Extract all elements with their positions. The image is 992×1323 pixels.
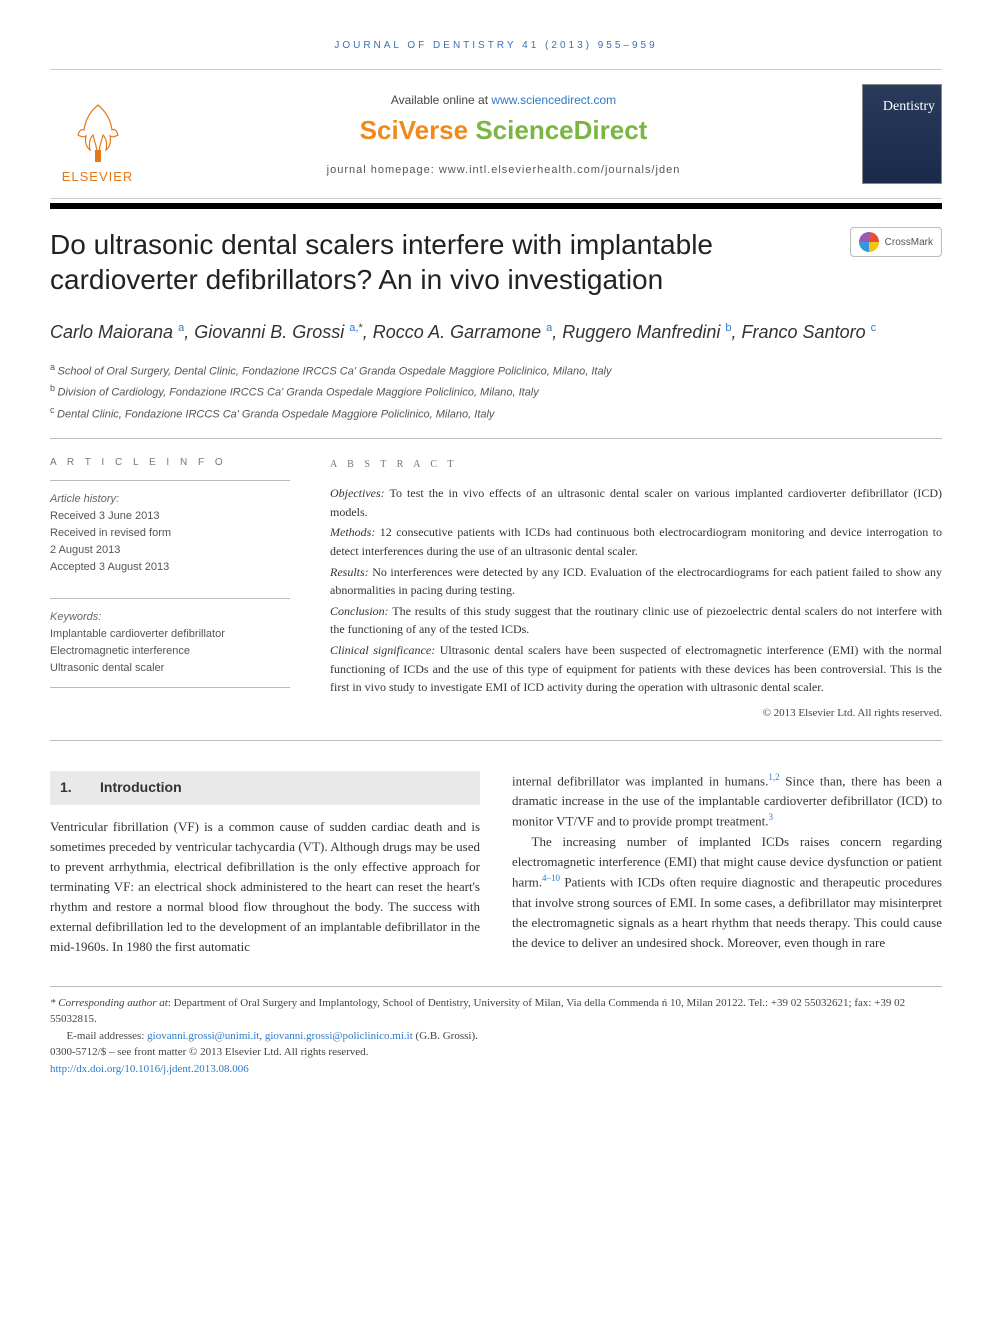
affiliation: c Dental Clinic, Fondazione IRCCS Ca' Gr… (50, 403, 942, 424)
abs-objectives: Objectives: To test the in vivo effects … (330, 484, 942, 521)
intro-para-2-b: Patients with ICDs often require diagnos… (512, 875, 942, 950)
author-aff-sup: c (871, 322, 877, 334)
affiliation-sup: c (50, 405, 57, 415)
section-1-heading: 1.Introduction (50, 771, 480, 805)
title-row: Do ultrasonic dental scalers interfere w… (50, 227, 942, 297)
email-tail: (G.B. Grossi). (413, 1030, 478, 1042)
author-aff-sup: a (546, 322, 552, 334)
sciverse-word-a: SciVerse (360, 115, 476, 145)
affiliations: a School of Oral Surgery, Dental Clinic,… (50, 360, 942, 439)
intro-para-1-cont-a: internal defibrillator was implanted in … (512, 773, 768, 788)
article-info-heading: A R T I C L E I N F O (50, 457, 290, 468)
keywords-label: Keywords: (50, 609, 290, 626)
author: Carlo Maiorana a (50, 322, 184, 342)
ref-1-2[interactable]: 1,2 (768, 772, 779, 782)
masthead-center: Available online at www.sciencedirect.co… (145, 93, 862, 176)
abs-clinical-label: Clinical significance: (330, 643, 435, 657)
running-header: JOURNAL OF DENTISTRY 41 (2013) 955–959 (50, 40, 942, 51)
crossmark-badge[interactable]: CrossMark (850, 227, 942, 257)
author-aff-sup: b (725, 322, 731, 334)
abs-clinical: Clinical significance: Ultrasonic dental… (330, 641, 942, 697)
history-line: 2 August 2013 (50, 542, 290, 559)
author: Rocco A. Garramone a (373, 322, 553, 342)
intro-para-2: The increasing number of implanted ICDs … (512, 832, 942, 953)
abs-results-label: Results: (330, 565, 369, 579)
affiliation-sup: b (50, 383, 58, 393)
ref-3[interactable]: 3 (768, 812, 773, 822)
keyword: Electromagnetic interference (50, 643, 290, 660)
history-line: Received in revised form (50, 525, 290, 542)
corresponding-author: * Corresponding author at: Department of… (50, 995, 942, 1028)
title-rule (50, 203, 942, 209)
corresponding-star: * (358, 322, 362, 334)
affiliation: b Division of Cardiology, Fondazione IRC… (50, 381, 942, 402)
intro-para-1: Ventricular fibrillation (VF) is a commo… (50, 817, 480, 958)
sciverse-word-b: ScienceDirect (475, 115, 647, 145)
crossmark-label: CrossMark (885, 237, 933, 248)
body-columns: 1.Introduction Ventricular fibrillation … (50, 771, 942, 958)
keyword: Ultrasonic dental scaler (50, 660, 290, 677)
sciencedirect-link[interactable]: www.sciencedirect.com (491, 93, 616, 107)
abs-methods: Methods: 12 consecutive patients with IC… (330, 523, 942, 560)
author: Ruggero Manfredini b (562, 322, 731, 342)
masthead: ELSEVIER Available online at www.science… (50, 69, 942, 199)
abstract-copyright: © 2013 Elsevier Ltd. All rights reserved… (330, 705, 942, 722)
journal-homepage-line: journal homepage: www.intl.elsevierhealt… (145, 164, 862, 176)
issn-line: 0300-5712/$ – see front matter © 2013 El… (50, 1044, 942, 1061)
history-block: Article history: Received 3 June 2013Rec… (50, 480, 290, 576)
elsevier-tree-icon (68, 100, 128, 165)
author-list: Carlo Maiorana a, Giovanni B. Grossi a,*… (50, 319, 942, 346)
doi-link[interactable]: http://dx.doi.org/10.1016/j.jdent.2013.0… (50, 1063, 249, 1075)
article-title: Do ultrasonic dental scalers interfere w… (50, 227, 830, 297)
abstract-column: A B S T R A C T Objectives: To test the … (330, 457, 942, 722)
ref-4-10[interactable]: 4–10 (542, 873, 560, 883)
keywords-block: Keywords: Implantable cardioverter defib… (50, 598, 290, 688)
journal-cover-title: Dentistry (883, 99, 935, 115)
intro-para-1-cont: internal defibrillator was implanted in … (512, 771, 942, 832)
abs-methods-text: 12 consecutive patients with ICDs had co… (330, 525, 942, 558)
email-label: E-mail addresses: (67, 1030, 148, 1042)
affiliation: a School of Oral Surgery, Dental Clinic,… (50, 360, 942, 381)
doi-line: http://dx.doi.org/10.1016/j.jdent.2013.0… (50, 1061, 942, 1078)
author: Franco Santoro c (742, 322, 877, 342)
keyword: Implantable cardioverter defibrillator (50, 626, 290, 643)
abs-results: Results: No interferences were detected … (330, 563, 942, 600)
section-1-num: 1. (60, 777, 100, 799)
available-prefix: Available online at (391, 93, 492, 107)
abs-conclusion-label: Conclusion: (330, 604, 389, 618)
email-1[interactable]: giovanni.grossi@unimi.it (147, 1030, 259, 1042)
email-2[interactable]: giovanni.grossi@policlinico.mi.it (265, 1030, 413, 1042)
journal-cover-thumb: Dentistry (862, 84, 942, 184)
abs-objectives-label: Objectives: (330, 486, 385, 500)
email-line: E-mail addresses: giovanni.grossi@unimi.… (50, 1028, 942, 1045)
article-info-column: A R T I C L E I N F O Article history: R… (50, 457, 290, 722)
affiliation-sup: a (50, 362, 58, 372)
sciverse-logo: SciVerse ScienceDirect (145, 115, 862, 146)
footnotes: * Corresponding author at: Department of… (50, 986, 942, 1078)
history-line: Received 3 June 2013 (50, 508, 290, 525)
info-abstract-block: A R T I C L E I N F O Article history: R… (50, 457, 942, 741)
crossmark-icon (859, 232, 879, 252)
corr-text: : Department of Oral Surgery and Implant… (50, 997, 905, 1026)
history-line: Accepted 3 August 2013 (50, 559, 290, 576)
corr-label: * Corresponding author at (50, 997, 168, 1009)
available-online-line: Available online at www.sciencedirect.co… (145, 93, 862, 107)
abs-objectives-text: To test the in vivo effects of an ultras… (330, 486, 942, 519)
body-col-right: internal defibrillator was implanted in … (512, 771, 942, 958)
elsevier-wordmark: ELSEVIER (62, 169, 134, 184)
section-1-title: Introduction (100, 779, 182, 795)
abs-conclusion: Conclusion: The results of this study su… (330, 602, 942, 639)
abs-results-text: No interferences were detected by any IC… (330, 565, 942, 598)
body-col-left: 1.Introduction Ventricular fibrillation … (50, 771, 480, 958)
author-aff-sup: a (178, 322, 184, 334)
history-label: Article history: (50, 491, 290, 508)
abs-conclusion-text: The results of this study suggest that t… (330, 604, 942, 637)
elsevier-logo: ELSEVIER (50, 84, 145, 184)
abstract-heading: A B S T R A C T (330, 457, 942, 473)
author: Giovanni B. Grossi a,* (194, 322, 363, 342)
abs-methods-label: Methods: (330, 525, 375, 539)
